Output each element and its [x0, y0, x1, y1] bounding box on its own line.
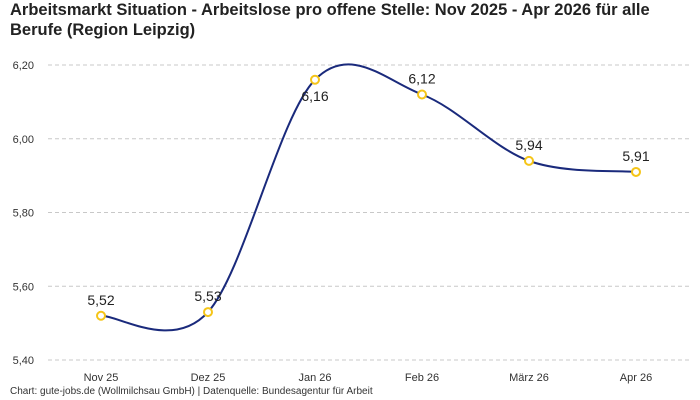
x-tick-label: Nov 25	[84, 372, 119, 384]
x-tick-label: Dez 25	[191, 372, 226, 384]
y-tick-label: 5,80	[13, 208, 34, 220]
y-tick-label: 5,40	[13, 355, 34, 367]
data-label: 5,91	[622, 148, 649, 164]
x-tick-label: März 26	[509, 372, 549, 384]
x-tick-label: Feb 26	[405, 372, 439, 384]
data-point	[96, 310, 106, 321]
data-label: 5,53	[194, 288, 221, 304]
chart-title: Arbeitsmarkt Situation - Arbeitslose pro…	[10, 1, 650, 39]
data-point	[631, 166, 641, 177]
data-point	[310, 74, 320, 85]
grid-lines	[48, 64, 690, 361]
data-label: 5,94	[515, 137, 542, 153]
x-tick-label: Jan 26	[298, 372, 331, 384]
data-label: 5,52	[87, 292, 114, 308]
data-labels: 5,52 5,53 6,16 6,12 5,94 5,91	[87, 71, 649, 308]
series-line	[100, 63, 637, 332]
x-tick-label: Apr 26	[620, 372, 652, 384]
x-axis-ticks: Nov 25 Dez 25 Jan 26 Feb 26 März 26 Apr 26	[84, 372, 653, 384]
data-point	[203, 307, 213, 318]
y-tick-label: 6,20	[13, 60, 34, 72]
data-label: 6,16	[301, 88, 328, 104]
y-tick-label: 5,60	[13, 281, 34, 293]
y-tick-label: 6,00	[13, 134, 34, 146]
series-line-layer	[100, 63, 637, 332]
data-point	[417, 89, 427, 100]
y-axis-ticks: 5,40 5,60 5,80 6,00 6,20	[13, 60, 34, 367]
data-point	[524, 155, 534, 166]
data-label: 6,12	[408, 71, 435, 87]
chart-footer: Chart: gute-jobs.de (Wollmilchsau GmbH) …	[10, 386, 373, 397]
data-points	[96, 74, 641, 321]
